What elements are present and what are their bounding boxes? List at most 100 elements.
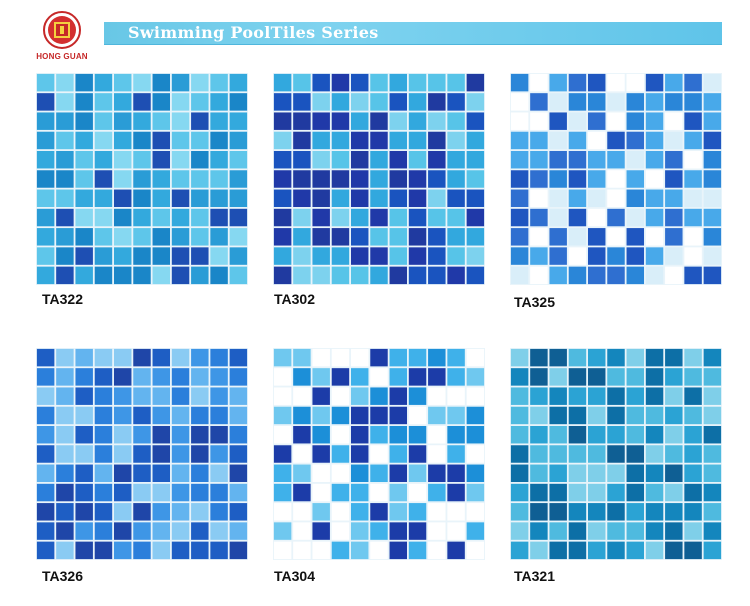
mosaic-chip bbox=[703, 406, 722, 425]
mosaic-chip bbox=[331, 368, 350, 386]
mosaic-chip bbox=[350, 406, 369, 425]
mosaic-chip bbox=[56, 541, 74, 560]
mosaic-chip bbox=[530, 150, 548, 169]
mosaic-chip bbox=[36, 208, 55, 227]
mosaic-chip bbox=[703, 464, 722, 483]
mosaic-chip bbox=[191, 425, 209, 444]
tile-swatch[interactable] bbox=[36, 348, 248, 560]
mosaic-chip bbox=[428, 348, 446, 367]
mosaic-chip bbox=[56, 131, 74, 150]
mosaic-chip bbox=[75, 247, 93, 265]
mosaic-chip bbox=[370, 228, 388, 246]
tile-swatch[interactable] bbox=[36, 73, 248, 285]
mosaic-chip bbox=[684, 464, 702, 483]
mosaic-chip bbox=[626, 112, 645, 130]
mosaic-chip bbox=[389, 266, 408, 285]
mosaic-chip bbox=[370, 503, 388, 521]
mosaic-chip bbox=[75, 406, 93, 425]
mosaic-chip bbox=[113, 464, 132, 483]
mosaic-chip bbox=[466, 228, 485, 246]
mosaic-chip bbox=[447, 170, 465, 188]
mosaic-chip bbox=[94, 112, 113, 130]
mosaic-chip bbox=[331, 464, 350, 483]
mosaic-chip bbox=[408, 387, 427, 405]
mosaic-chip bbox=[36, 131, 55, 150]
mosaic-chip bbox=[56, 170, 74, 188]
mosaic-chip bbox=[293, 131, 311, 150]
mosaic-chip bbox=[312, 425, 330, 444]
mosaic-chip bbox=[370, 266, 388, 285]
mosaic-chip bbox=[510, 406, 529, 425]
mosaic-chip bbox=[549, 445, 567, 463]
mosaic-chip bbox=[113, 93, 132, 111]
mosaic-chip bbox=[350, 348, 369, 367]
mosaic-chip bbox=[94, 208, 113, 227]
mosaic-chip bbox=[466, 247, 485, 265]
mosaic-chip bbox=[75, 425, 93, 444]
mosaic-chip bbox=[331, 387, 350, 405]
mosaic-chip bbox=[530, 247, 548, 265]
mosaic-chip bbox=[665, 228, 683, 246]
mosaic-chip bbox=[510, 483, 529, 502]
tile-code: TA325 bbox=[514, 294, 555, 310]
mosaic-chip bbox=[645, 150, 664, 169]
mosaic-chip bbox=[36, 387, 55, 405]
mosaic-chip bbox=[510, 73, 529, 92]
mosaic-chip bbox=[331, 170, 350, 188]
mosaic-chip bbox=[587, 228, 606, 246]
mosaic-chip bbox=[229, 266, 248, 285]
mosaic-chip bbox=[587, 170, 606, 188]
mosaic-chip bbox=[447, 73, 465, 92]
mosaic-chip bbox=[350, 464, 369, 483]
mosaic-chip bbox=[331, 189, 350, 208]
mosaic-chip bbox=[447, 368, 465, 386]
mosaic-chip bbox=[530, 348, 548, 367]
tile-swatch[interactable] bbox=[510, 348, 722, 560]
mosaic-chip bbox=[229, 150, 248, 169]
mosaic-chip bbox=[312, 73, 330, 92]
mosaic-chip bbox=[703, 170, 722, 188]
mosaic-chip bbox=[607, 266, 625, 285]
mosaic-chip bbox=[466, 445, 485, 463]
mosaic-chip bbox=[56, 464, 74, 483]
mosaic-chip bbox=[510, 387, 529, 405]
mosaic-chip bbox=[273, 368, 292, 386]
mosaic-chip bbox=[408, 541, 427, 560]
mosaic-chip bbox=[152, 387, 171, 405]
mosaic-chip bbox=[370, 131, 388, 150]
tile-swatch[interactable] bbox=[273, 348, 485, 560]
mosaic-chip bbox=[56, 445, 74, 463]
mosaic-chip bbox=[191, 368, 209, 386]
mosaic-chip bbox=[171, 445, 190, 463]
mosaic-chip bbox=[408, 483, 427, 502]
mosaic-chip bbox=[389, 247, 408, 265]
mosaic-chip bbox=[447, 464, 465, 483]
mosaic-chip bbox=[568, 445, 587, 463]
mosaic-chip bbox=[568, 348, 587, 367]
mosaic-chip bbox=[56, 189, 74, 208]
mosaic-chip bbox=[331, 348, 350, 367]
mosaic-chip bbox=[210, 522, 228, 540]
mosaic-chip bbox=[626, 541, 645, 560]
mosaic-tile bbox=[273, 348, 485, 560]
mosaic-chip bbox=[408, 150, 427, 169]
mosaic-chip bbox=[191, 503, 209, 521]
mosaic-chip bbox=[370, 464, 388, 483]
mosaic-chip bbox=[568, 189, 587, 208]
mosaic-chip bbox=[94, 150, 113, 169]
mosaic-chip bbox=[587, 247, 606, 265]
mosaic-chip bbox=[510, 189, 529, 208]
mosaic-chip bbox=[645, 208, 664, 227]
tile-swatch[interactable] bbox=[510, 73, 722, 285]
tile-code: TA326 bbox=[42, 568, 83, 584]
mosaic-chip bbox=[447, 208, 465, 227]
mosaic-chip bbox=[684, 503, 702, 521]
mosaic-chip bbox=[568, 150, 587, 169]
mosaic-chip bbox=[466, 541, 485, 560]
tile-swatch[interactable] bbox=[273, 73, 485, 285]
mosaic-chip bbox=[94, 387, 113, 405]
mosaic-chip bbox=[645, 228, 664, 246]
mosaic-chip bbox=[370, 406, 388, 425]
page-title: Swimming PoolTiles Series bbox=[128, 23, 379, 42]
mosaic-chip bbox=[36, 406, 55, 425]
